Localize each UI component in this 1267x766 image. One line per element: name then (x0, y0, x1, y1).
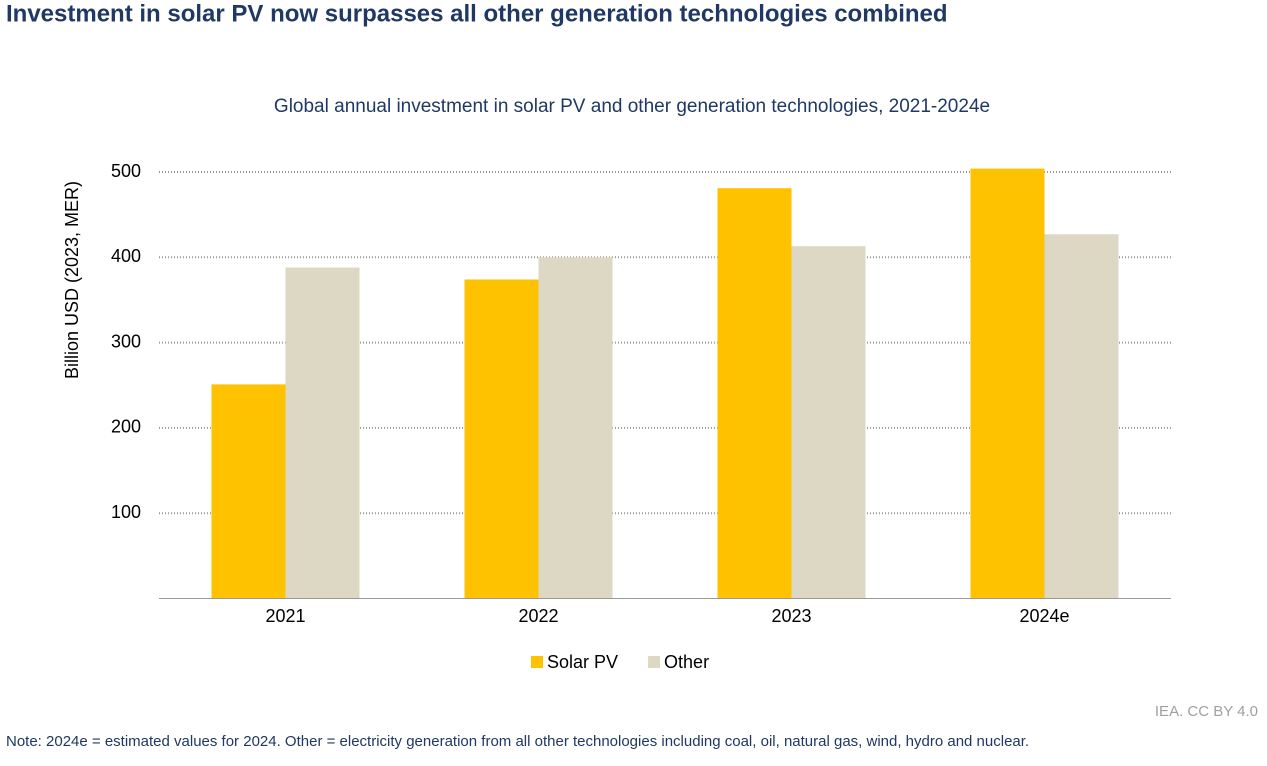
bar (970, 168, 1045, 599)
y-tick-label: 100 (111, 502, 141, 522)
page-title: Investment in solar PV now surpasses all… (6, 0, 948, 27)
y-tick-label: 300 (111, 331, 141, 351)
y-axis-label: Billion USD (2023, MER) (62, 181, 82, 379)
bar (211, 384, 286, 599)
source: IEA. CC BY 4.0 (1155, 703, 1258, 720)
bar (717, 188, 792, 599)
x-tick-label: 2022 (518, 606, 558, 626)
legend-label: Solar PV (547, 652, 618, 672)
y-tick-label: 500 (111, 161, 141, 181)
bar (538, 257, 613, 599)
bar (464, 279, 539, 599)
y-tick-label: 400 (111, 246, 141, 266)
x-tick-label: 2021 (265, 606, 305, 626)
legend-swatch (531, 656, 543, 668)
bar (1044, 234, 1119, 599)
chart-title: Global annual investment in solar PV and… (274, 96, 990, 117)
note: Note: 2024e = estimated values for 2024.… (6, 733, 1029, 750)
legend-label: Other (664, 652, 709, 672)
legend-swatch (648, 656, 661, 668)
x-tick-label: 2023 (771, 606, 811, 626)
bar (791, 246, 866, 599)
bar (285, 267, 360, 599)
x-tick-label: 2024e (1019, 606, 1069, 626)
y-tick-label: 200 (111, 417, 141, 437)
